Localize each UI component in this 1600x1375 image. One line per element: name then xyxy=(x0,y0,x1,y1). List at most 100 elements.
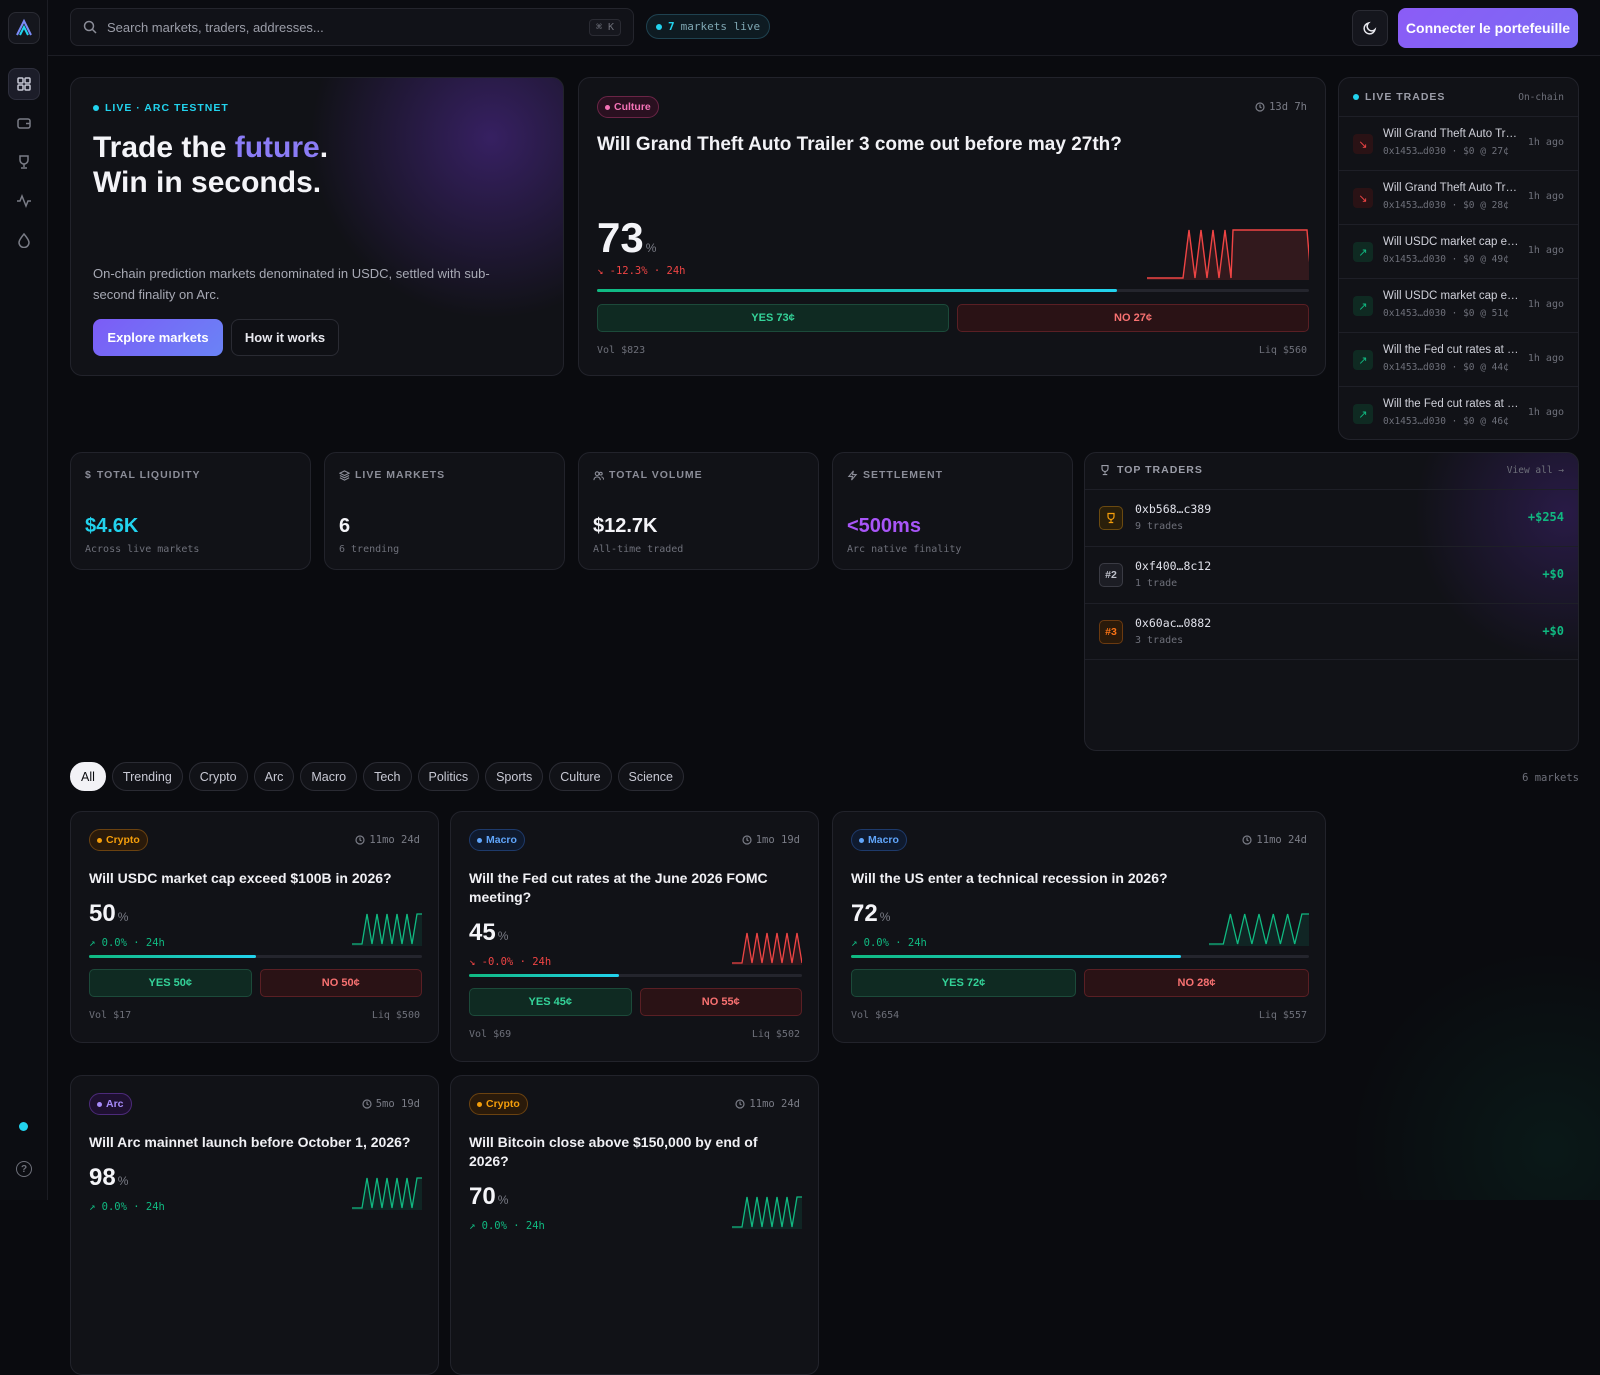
time-left-text: 5mo 19d xyxy=(375,1098,420,1110)
view-all-link[interactable]: View all → xyxy=(1506,464,1564,476)
filter-chip-macro[interactable]: Macro xyxy=(300,762,358,791)
arrow-up-right-icon: ↗ xyxy=(1353,242,1373,262)
filter-chip-science[interactable]: Science xyxy=(617,762,685,791)
trade-row[interactable]: ↘ Will Grand Theft Auto Trailer 3 come ou… xyxy=(1339,116,1578,170)
market-sparkline xyxy=(732,932,802,965)
search-input[interactable] xyxy=(107,19,579,35)
probability-bar xyxy=(851,955,1309,958)
live-trades-subtitle: On-chain xyxy=(1518,91,1564,103)
category-tag: Macro xyxy=(469,829,525,851)
market-question: Will USDC market cap exceed $100B in 202… xyxy=(89,870,392,886)
trade-detail: 0x1453…d030 · $0 @ 44¢ xyxy=(1383,362,1509,373)
status-dot xyxy=(19,1122,28,1131)
trader-pnl: +$254 xyxy=(1527,510,1564,524)
buy-yes-button[interactable]: YES 50¢ xyxy=(89,969,252,997)
trader-row[interactable]: #2 0xf400…8c12 1 trade +$0 xyxy=(1085,546,1578,603)
probability-value: 73 xyxy=(597,214,644,261)
how-it-works-button[interactable]: How it works xyxy=(231,319,339,356)
market-card[interactable]: Macro 1mo 19d Will the Fed cut rates at th… xyxy=(450,811,819,1062)
trophy-icon[interactable] xyxy=(8,146,40,178)
hero-eyebrow: LIVE · ARC TESTNET xyxy=(93,102,229,114)
probability-value: 98 xyxy=(89,1164,116,1191)
buy-yes-button[interactable]: YES 73¢ xyxy=(597,304,949,332)
trade-time: 1h ago xyxy=(1527,353,1564,364)
stat-label: TOTAL VOLUME xyxy=(593,469,703,481)
category-tag: Macro xyxy=(851,829,907,851)
trade-title: Will the Fed cut rates at the June 2026 … xyxy=(1383,398,1521,410)
stat-value: <500ms xyxy=(847,515,921,537)
stat-total-volume: TOTAL VOLUME $12.7K All-time traded xyxy=(578,452,819,570)
live-dot xyxy=(1353,94,1359,100)
activity-icon[interactable] xyxy=(8,185,40,217)
trader-rank: #2 xyxy=(1099,563,1123,587)
help-icon[interactable]: ? xyxy=(16,1161,32,1177)
sparkline-path xyxy=(1147,229,1309,279)
market-card[interactable]: Crypto 11mo 24d Will USDC market cap excee… xyxy=(70,811,439,1043)
filter-chip-culture[interactable]: Culture xyxy=(549,762,612,791)
featured-market-card[interactable]: Culture 13d 7h Will Grand Theft Auto Tra… xyxy=(578,77,1326,376)
filter-chip-crypto[interactable]: Crypto xyxy=(188,762,248,791)
filter-chip-sports[interactable]: Sports xyxy=(485,762,544,791)
filter-chip-arc[interactable]: Arc xyxy=(253,762,295,791)
time-left: 1mo 19d xyxy=(742,834,800,846)
trade-title: Will Grand Theft Auto Trailer 3 come out… xyxy=(1383,128,1521,140)
buy-yes-button[interactable]: YES 45¢ xyxy=(469,988,632,1016)
search-bar[interactable]: ⌘ K xyxy=(70,8,634,46)
wallet-icon[interactable] xyxy=(8,107,40,139)
grid-icon[interactable] xyxy=(8,68,40,100)
category-label: Culture xyxy=(614,101,651,113)
market-card[interactable]: Arc 5mo 19d Will Arc mainnet launch before… xyxy=(70,1075,439,1375)
category-label: Macro xyxy=(486,834,517,846)
explore-markets-button[interactable]: Explore markets xyxy=(93,319,223,356)
market-card[interactable]: Macro 11mo 24d Will the US enter a technic… xyxy=(832,811,1326,1043)
sparkline-path xyxy=(352,1177,422,1209)
trade-row[interactable]: ↗ Will the Fed cut rates at the June 2026… xyxy=(1339,332,1578,386)
trader-pnl: +$0 xyxy=(1542,567,1564,581)
buy-yes-button[interactable]: YES 72¢ xyxy=(851,969,1076,997)
trade-title: Will Grand Theft Auto Trailer 3 come out… xyxy=(1383,182,1521,194)
search-shortcut: ⌘ K xyxy=(588,18,621,36)
droplet-icon[interactable] xyxy=(8,224,40,256)
buy-no-button[interactable]: NO 50¢ xyxy=(259,969,422,997)
arrow-up-right-icon: ↗ xyxy=(1353,350,1373,370)
buy-no-button[interactable]: NO 27¢ xyxy=(957,304,1309,332)
volume: Vol $823 xyxy=(597,345,646,356)
trade-row[interactable]: ↗ Will the Fed cut rates at the June 2026… xyxy=(1339,386,1578,440)
market-card[interactable]: Crypto 11mo 24d Will Bitcoin close above $… xyxy=(450,1075,819,1375)
buy-no-button[interactable]: NO 28¢ xyxy=(1084,969,1309,997)
top-traders-title: TOP TRADERS xyxy=(1117,464,1203,476)
app-logo[interactable] xyxy=(8,12,40,44)
volume: Vol $654 xyxy=(851,1010,900,1021)
market-question: Will Bitcoin close above $150,000 by end… xyxy=(469,1134,758,1169)
users-icon xyxy=(593,470,604,480)
liquidity: Liq $560 xyxy=(1258,345,1307,356)
bolt-icon xyxy=(847,470,858,480)
market-probability: 98% xyxy=(89,1164,128,1192)
category-label: Crypto xyxy=(486,1098,520,1110)
trade-row[interactable]: ↗ Will USDC market cap exceed $100B in 20… xyxy=(1339,278,1578,332)
market-change: ↗ 0.0% · 24h xyxy=(851,937,927,949)
layers-icon xyxy=(339,469,350,481)
trader-row[interactable]: #3 0x60ac…0882 3 trades +$0 xyxy=(1085,603,1578,660)
stat-settlement: SETTLEMENT <500ms Arc native finality xyxy=(832,452,1073,570)
theme-toggle-button[interactable] xyxy=(1352,10,1388,46)
stat-value: $4.6K xyxy=(85,515,139,537)
filter-chip-politics[interactable]: Politics xyxy=(417,762,480,791)
trade-row[interactable]: ↗ Will USDC market cap exceed $100B in 20… xyxy=(1339,224,1578,278)
trade-detail: 0x1453…d030 · $0 @ 49¢ xyxy=(1383,254,1509,265)
clock-icon xyxy=(362,1099,372,1109)
liquidity: Liq $557 xyxy=(1258,1010,1307,1021)
connect-wallet-button[interactable]: Connecter le portefeuille xyxy=(1398,8,1578,48)
dollar-icon: $ xyxy=(85,469,92,481)
time-left: 11mo 24d xyxy=(1242,834,1307,846)
probability-value: 72 xyxy=(851,900,878,927)
filter-chip-all[interactable]: All xyxy=(70,762,106,791)
buy-no-button[interactable]: NO 55¢ xyxy=(639,988,802,1016)
market-probability: 70% xyxy=(469,1183,508,1211)
trade-title: Will USDC market cap exceed $100B in 202… xyxy=(1383,290,1521,302)
trader-row[interactable]: 0xb568…c389 9 trades +$254 xyxy=(1085,489,1578,546)
trade-row[interactable]: ↘ Will Grand Theft Auto Trailer 3 come ou… xyxy=(1339,170,1578,224)
filter-chip-trending[interactable]: Trending xyxy=(111,762,183,791)
filter-chip-tech[interactable]: Tech xyxy=(363,762,412,791)
live-label: markets live xyxy=(680,20,761,33)
